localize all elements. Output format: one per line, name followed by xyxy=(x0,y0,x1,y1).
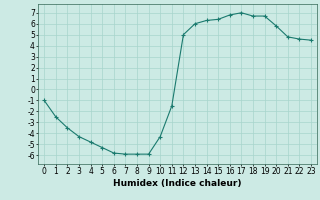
X-axis label: Humidex (Indice chaleur): Humidex (Indice chaleur) xyxy=(113,179,242,188)
